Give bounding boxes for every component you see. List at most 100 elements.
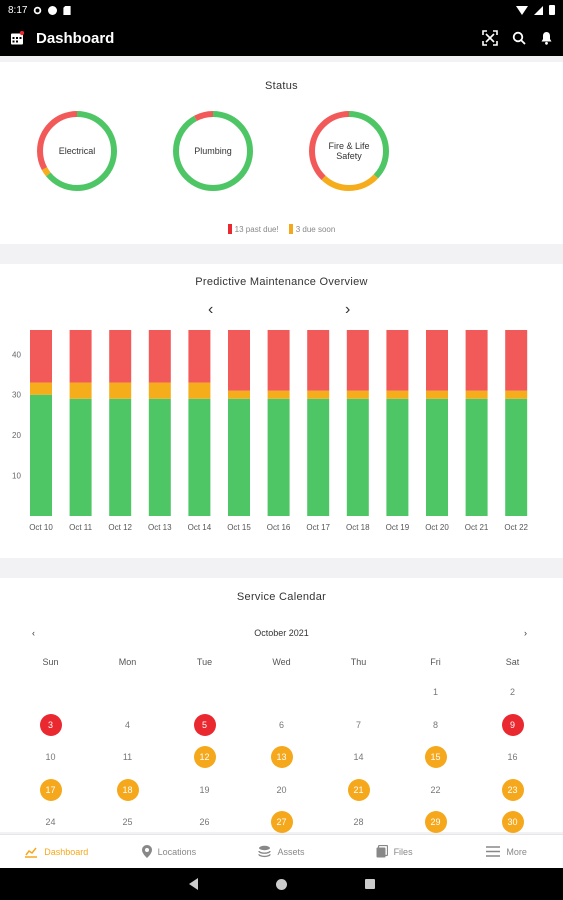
bar-ok-oct-12[interactable] — [109, 398, 132, 516]
bar-due-soon-oct-19[interactable] — [386, 390, 409, 399]
calendar-day-17[interactable]: 17 — [12, 774, 89, 807]
bar-due-soon-oct-17[interactable] — [307, 390, 330, 399]
donut-fire-life-safety[interactable] — [306, 108, 392, 194]
bar-past-due-oct-22[interactable] — [505, 330, 528, 391]
legend-due-soon: 3 due soon — [288, 224, 335, 234]
calendar-day-12[interactable]: 12 — [166, 741, 243, 774]
nav-dashboard[interactable]: Dashboard — [0, 835, 113, 868]
x-tick-label: Oct 20 — [425, 523, 449, 532]
calendar-day-3[interactable]: 3 — [12, 709, 89, 742]
calendar-day-25[interactable]: 25 — [89, 806, 166, 839]
bar-past-due-oct-16[interactable] — [267, 330, 290, 391]
bar-ok-oct-22[interactable] — [505, 398, 528, 516]
calendar-day-29[interactable]: 29 — [397, 806, 474, 839]
calendar-weekdays: Sun Mon Tue Wed Thu Fri Sat — [12, 657, 551, 667]
calendar-day-19[interactable]: 19 — [166, 774, 243, 807]
calendar-day-14[interactable]: 14 — [320, 741, 397, 774]
donut-segment-past-due — [309, 111, 389, 191]
bar-past-due-oct-14[interactable] — [188, 330, 211, 383]
calendar-day-21[interactable]: 21 — [320, 774, 397, 807]
bar-due-soon-oct-18[interactable] — [346, 390, 369, 399]
bar-ok-oct-16[interactable] — [267, 398, 290, 516]
bar-ok-oct-14[interactable] — [188, 398, 211, 516]
calendar-day-30[interactable]: 30 — [474, 806, 551, 839]
nav-assets[interactable]: Assets — [225, 835, 338, 868]
calendar-day-27[interactable]: 27 — [243, 806, 320, 839]
nav-locations[interactable]: Locations — [113, 835, 226, 868]
weekday-sun: Sun — [42, 657, 59, 667]
calendar-day-7[interactable]: 7 — [320, 709, 397, 742]
bar-ok-oct-11[interactable] — [69, 398, 92, 516]
bar-due-soon-oct-13[interactable] — [148, 382, 171, 399]
calendar-day-5[interactable]: 5 — [166, 709, 243, 742]
nav-files[interactable]: Files — [338, 835, 451, 868]
bar-ok-oct-21[interactable] — [465, 398, 488, 516]
weekday-sat: Sat — [505, 657, 520, 667]
bar-due-soon-oct-21[interactable] — [465, 390, 488, 399]
bar-past-due-oct-19[interactable] — [386, 330, 409, 391]
bar-due-soon-oct-20[interactable] — [426, 390, 448, 399]
bar-due-soon-oct-22[interactable] — [505, 390, 528, 399]
recent-apps-icon[interactable] — [364, 879, 375, 889]
bar-ok-oct-13[interactable] — [148, 398, 171, 516]
calendar-day-2[interactable]: 2 — [474, 676, 551, 709]
bar-due-soon-oct-15[interactable] — [228, 390, 250, 399]
calendar-day-15[interactable]: 15 — [397, 741, 474, 774]
calendar-day-20[interactable]: 20 — [243, 774, 320, 807]
bar-past-due-oct-15[interactable] — [228, 330, 250, 391]
signal-icon — [534, 5, 543, 15]
calendar-day-23[interactable]: 23 — [474, 774, 551, 807]
calendar-next-button[interactable]: › — [524, 628, 527, 638]
chart-next-button[interactable]: › — [345, 301, 351, 318]
bell-icon[interactable] — [540, 31, 553, 45]
calendar-day-6[interactable]: 6 — [243, 709, 320, 742]
calendar-icon[interactable] — [10, 31, 24, 45]
app-bar: Dashboard — [0, 20, 563, 56]
calendar-day-1[interactable]: 1 — [397, 676, 474, 709]
calendar-day-24[interactable]: 24 — [12, 806, 89, 839]
calendar-day-number: 18 — [116, 778, 139, 801]
nav-more[interactable]: More — [450, 835, 563, 868]
search-icon[interactable] — [512, 31, 526, 45]
calendar-prev-button[interactable]: ‹ — [32, 628, 35, 638]
home-icon[interactable] — [275, 878, 287, 890]
bar-ok-oct-19[interactable] — [386, 398, 409, 516]
calendar-day-13[interactable]: 13 — [243, 741, 320, 774]
bar-due-soon-oct-11[interactable] — [69, 382, 92, 399]
back-icon[interactable] — [188, 878, 198, 890]
bar-ok-oct-20[interactable] — [426, 398, 448, 516]
calendar-day-9[interactable]: 9 — [474, 709, 551, 742]
bar-ok-oct-18[interactable] — [346, 398, 369, 516]
calendar-day-8[interactable]: 8 — [397, 709, 474, 742]
bar-past-due-oct-21[interactable] — [465, 330, 488, 391]
donut-electrical[interactable] — [34, 108, 120, 194]
chart-prev-button[interactable]: ‹ — [208, 301, 214, 318]
bar-past-due-oct-20[interactable] — [426, 330, 448, 391]
notification-a-icon — [48, 5, 58, 15]
calendar-day-11[interactable]: 11 — [89, 741, 166, 774]
bar-due-soon-oct-12[interactable] — [109, 382, 132, 399]
calendar-day-4[interactable]: 4 — [89, 709, 166, 742]
bar-past-due-oct-10[interactable] — [30, 330, 52, 383]
status-title: Status — [265, 80, 298, 92]
bar-past-due-oct-18[interactable] — [346, 330, 369, 391]
bar-past-due-oct-17[interactable] — [307, 330, 330, 391]
bar-due-soon-oct-16[interactable] — [267, 390, 290, 399]
calendar-day-18[interactable]: 18 — [89, 774, 166, 807]
calendar-day-number: 24 — [45, 817, 56, 828]
bar-ok-oct-10[interactable] — [30, 394, 52, 516]
calendar-day-22[interactable]: 22 — [397, 774, 474, 807]
calendar-day-16[interactable]: 16 — [474, 741, 551, 774]
bar-past-due-oct-12[interactable] — [109, 330, 132, 383]
bar-ok-oct-15[interactable] — [228, 398, 250, 516]
bar-past-due-oct-11[interactable] — [69, 330, 92, 383]
bar-ok-oct-17[interactable] — [307, 398, 330, 516]
scan-icon[interactable] — [482, 30, 498, 46]
calendar-day-28[interactable]: 28 — [320, 806, 397, 839]
calendar-day-26[interactable]: 26 — [166, 806, 243, 839]
bar-due-soon-oct-14[interactable] — [188, 382, 211, 399]
bar-due-soon-oct-10[interactable] — [30, 382, 52, 395]
donut-plumbing[interactable] — [170, 108, 256, 194]
bar-past-due-oct-13[interactable] — [148, 330, 171, 383]
calendar-day-10[interactable]: 10 — [12, 741, 89, 774]
